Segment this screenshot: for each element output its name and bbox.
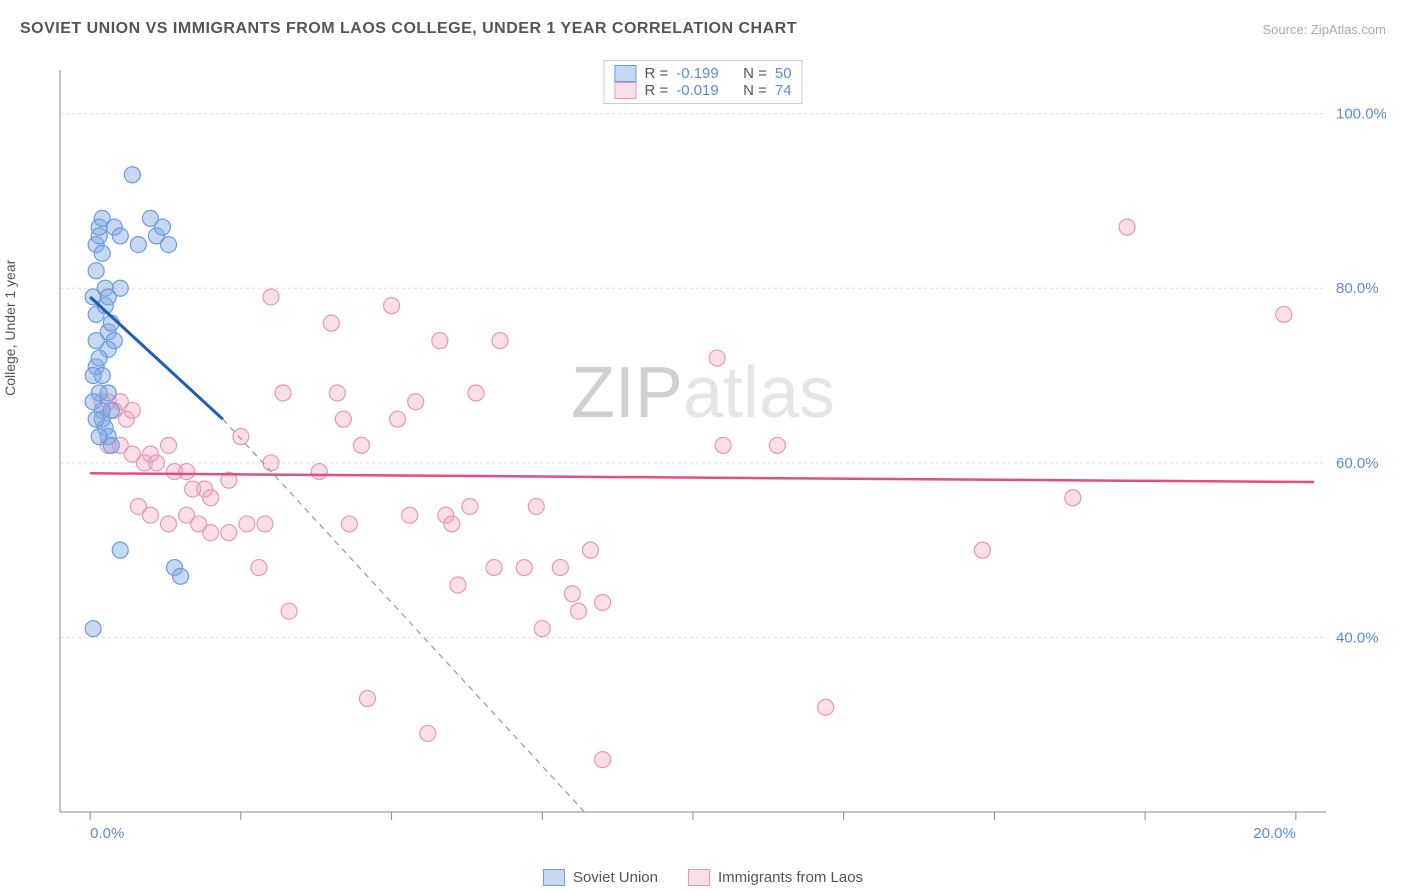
series-legend: Soviet Union Immigrants from Laos [543,869,863,886]
legend-row-laos: R = -0.019 N = 74 [614,82,791,99]
scatter-chart: 40.0% 60.0% 80.0% 100.0% 0.0% 20.0% [20,60,1386,852]
swatch-laos [614,82,636,99]
chart-area: College, Under 1 year 40.0%60.0%80.0%100… [20,60,1386,852]
svg-text:60.0%: 60.0% [1336,455,1379,472]
svg-text:40.0%: 40.0% [1336,629,1379,646]
svg-text:0.0%: 0.0% [90,825,124,842]
svg-text:20.0%: 20.0% [1253,825,1296,842]
swatch-soviet-icon [543,869,565,886]
page-title: SOVIET UNION VS IMMIGRANTS FROM LAOS COL… [20,20,797,38]
svg-text:80.0%: 80.0% [1336,280,1379,297]
legend-item-soviet: Soviet Union [543,869,658,886]
correlation-legend: R = -0.199 N = 50 R = -0.019 N = 74 [603,60,802,104]
source-attribution: Source: ZipAtlas.com [1262,22,1386,37]
legend-row-soviet: R = -0.199 N = 50 [614,65,791,82]
svg-text:100.0%: 100.0% [1336,106,1386,123]
swatch-laos-icon [688,869,710,886]
swatch-soviet [614,65,636,82]
y-axis-label: College, Under 1 year [2,260,18,396]
source-link[interactable]: ZipAtlas.com [1311,22,1386,37]
legend-item-laos: Immigrants from Laos [688,869,863,886]
